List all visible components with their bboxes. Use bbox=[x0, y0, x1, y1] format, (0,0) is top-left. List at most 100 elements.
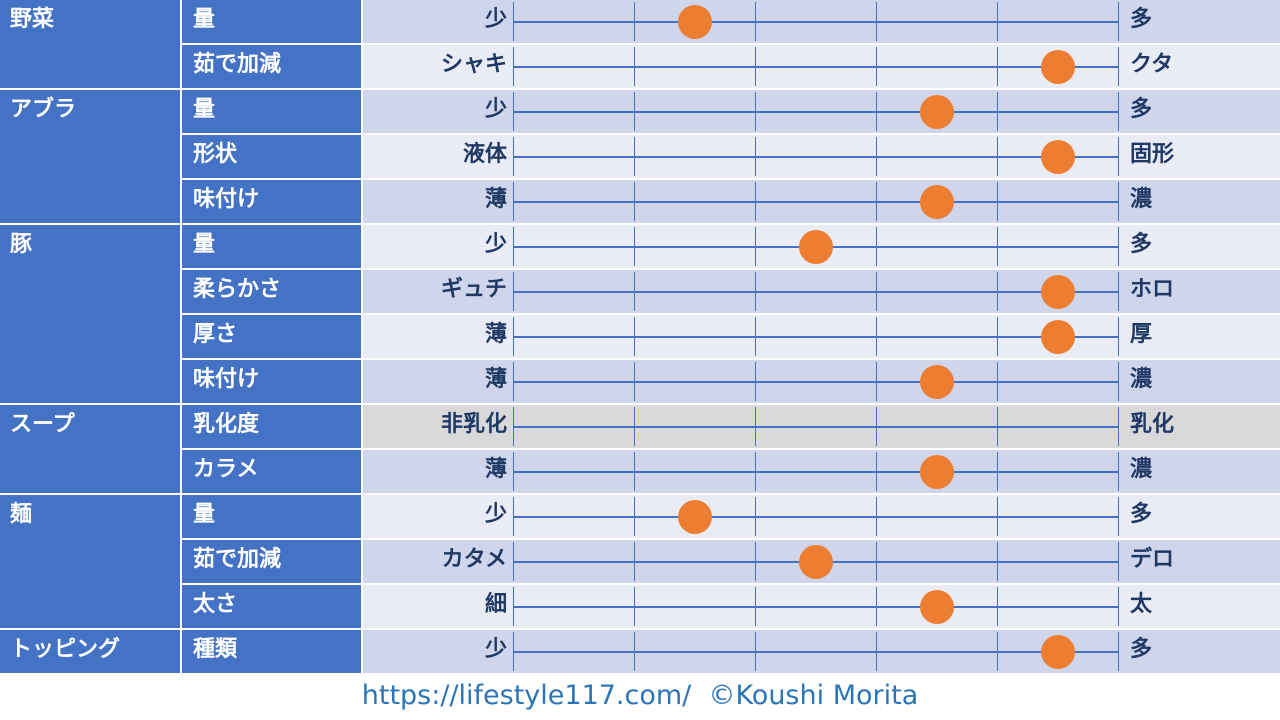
scale-tick bbox=[755, 182, 756, 221]
scale-tick bbox=[755, 632, 756, 671]
scale-tick bbox=[1118, 92, 1119, 131]
item-cell: 味付け bbox=[182, 360, 361, 403]
scale-tick bbox=[876, 272, 877, 311]
scale-rail bbox=[513, 291, 1118, 293]
rating-marker bbox=[919, 365, 954, 399]
scale-row: カタメ デロ bbox=[363, 540, 1280, 583]
scale-tick bbox=[513, 137, 514, 176]
scale-min-label: 液体 bbox=[462, 142, 507, 167]
scale-row: ギュチ ホロ bbox=[363, 270, 1280, 313]
category-cell: スープ bbox=[0, 405, 180, 493]
scale-rail bbox=[513, 471, 1118, 473]
scale-row: 少多 bbox=[363, 90, 1280, 133]
scale-tick bbox=[876, 407, 877, 446]
scale-row: 液体 固形 bbox=[363, 135, 1280, 178]
rating-marker bbox=[919, 455, 954, 489]
scale-tick bbox=[876, 542, 877, 581]
scale-tick bbox=[755, 92, 756, 131]
item-cell: 種類 bbox=[182, 630, 361, 673]
scale-tick bbox=[513, 182, 514, 221]
scale-tick bbox=[876, 497, 877, 536]
scale-max-label: 濃 bbox=[1130, 367, 1153, 392]
item-cell: 味付け bbox=[182, 180, 361, 223]
scale-row: 少多 bbox=[363, 495, 1280, 538]
rating-marker bbox=[919, 185, 954, 219]
scale-tick bbox=[634, 92, 635, 131]
scale-tick bbox=[513, 272, 514, 311]
scale-tick bbox=[1118, 137, 1119, 176]
item-cell: 柔らかさ bbox=[182, 270, 361, 313]
scale-min-label: ギュチ bbox=[440, 277, 507, 302]
rating-marker bbox=[919, 590, 954, 624]
item-cell: 量 bbox=[182, 0, 361, 43]
scale-tick bbox=[997, 227, 998, 266]
scale-tick bbox=[634, 272, 635, 311]
scale-tick bbox=[755, 497, 756, 536]
scale-row: 少多 bbox=[363, 630, 1280, 673]
scale-tick bbox=[1118, 632, 1119, 671]
scale-tick bbox=[997, 632, 998, 671]
scale-tick bbox=[513, 362, 514, 401]
scale-tick bbox=[876, 137, 877, 176]
scale-min-label: 少 bbox=[484, 502, 507, 527]
item-cell: 乳化度 bbox=[182, 405, 361, 448]
scale-tick bbox=[513, 47, 514, 86]
item-cell: 太さ bbox=[182, 585, 361, 628]
scale-row: シャキ クタ bbox=[363, 45, 1280, 88]
scale-tick bbox=[755, 47, 756, 86]
scale-tick bbox=[755, 272, 756, 311]
item-label: 種類 bbox=[193, 637, 238, 662]
scale-tick bbox=[997, 272, 998, 311]
scale-tick bbox=[634, 362, 635, 401]
scale-tick bbox=[634, 182, 635, 221]
scale-max-label: 太 bbox=[1130, 592, 1153, 617]
scale-tick bbox=[997, 542, 998, 581]
scale-tick bbox=[997, 452, 998, 491]
scale-rail bbox=[513, 606, 1118, 608]
scale-rail bbox=[513, 651, 1118, 653]
scale-min-label: 少 bbox=[484, 232, 507, 257]
category-label: 野菜 bbox=[10, 7, 55, 32]
scale-tick bbox=[997, 92, 998, 131]
scale-tick bbox=[1118, 497, 1119, 536]
scale-tick bbox=[876, 362, 877, 401]
category-cell: 麺 bbox=[0, 495, 180, 628]
scale-tick bbox=[634, 407, 635, 446]
scale-max-label: 多 bbox=[1130, 97, 1153, 122]
scale-tick bbox=[997, 47, 998, 86]
scale-tick bbox=[997, 137, 998, 176]
category-label: 豚 bbox=[10, 232, 33, 257]
scale-tick bbox=[755, 542, 756, 581]
rating-marker bbox=[1040, 140, 1075, 174]
scale-tick bbox=[1118, 227, 1119, 266]
item-cell: 量 bbox=[182, 225, 361, 268]
scale-tick bbox=[634, 497, 635, 536]
scale-tick bbox=[876, 182, 877, 221]
scale-tick bbox=[634, 317, 635, 356]
scale-tick bbox=[997, 317, 998, 356]
scale-min-label: 少 bbox=[484, 97, 507, 122]
scale-tick bbox=[634, 632, 635, 671]
scale-tick bbox=[513, 452, 514, 491]
scale-max-label: 固形 bbox=[1130, 142, 1175, 167]
item-label: 太さ bbox=[193, 592, 238, 617]
scale-tick bbox=[634, 452, 635, 491]
item-label: 量 bbox=[193, 502, 216, 527]
category-label: スープ bbox=[10, 412, 75, 437]
scale-tick bbox=[513, 407, 514, 446]
scale-tick bbox=[1118, 47, 1119, 86]
rating-chart: 野菜量少多茹で加減 シャキ クタ アブラ量少多形状 液体 固形 味付け薄濃豚量少多柔らかさギ… bbox=[0, 0, 1280, 673]
scale-min-label: 少 bbox=[484, 637, 507, 662]
item-cell: 茹で加減 bbox=[182, 45, 361, 88]
scale-tick bbox=[1118, 2, 1119, 41]
scale-max-label: クタ bbox=[1130, 52, 1174, 77]
scale-tick bbox=[1118, 182, 1119, 221]
scale-tick bbox=[876, 47, 877, 86]
scale-tick bbox=[997, 587, 998, 626]
scale-rail bbox=[513, 381, 1118, 383]
scale-max-label: 多 bbox=[1130, 232, 1153, 257]
scale-tick bbox=[513, 542, 514, 581]
category-cell: トッピング bbox=[0, 630, 180, 673]
scale-min-label: カタメ bbox=[441, 547, 507, 572]
scale-rail bbox=[513, 201, 1118, 203]
